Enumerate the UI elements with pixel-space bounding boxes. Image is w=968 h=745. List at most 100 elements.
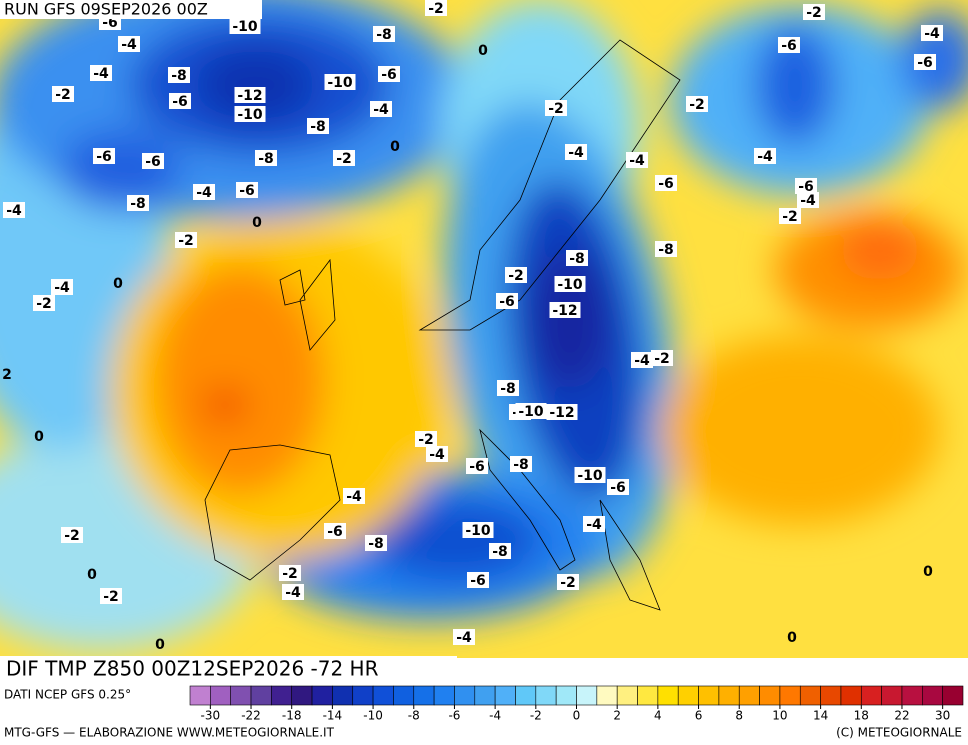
contour-label: -4 <box>6 203 22 219</box>
contour-label: -8 <box>569 251 585 267</box>
label-box <box>51 279 73 295</box>
contour-label: -4 <box>924 26 940 42</box>
contour-label: -2 <box>178 233 194 249</box>
colorbar-swatch <box>189 685 211 706</box>
colorbar-tick-label: 22 <box>894 709 909 723</box>
label-box <box>370 101 392 117</box>
label-box <box>466 458 488 474</box>
label-box <box>378 66 400 82</box>
contour-label: -4 <box>196 185 212 201</box>
label-box <box>324 523 346 539</box>
colorbar-tick-label: -18 <box>282 709 302 723</box>
colorbar-swatch <box>596 685 618 706</box>
colorbar-swatch <box>881 685 903 706</box>
colorbar-swatch <box>840 685 862 706</box>
contour-label: -6 <box>327 524 343 540</box>
label-box <box>565 144 587 160</box>
colorbar-swatch <box>860 685 882 706</box>
contour-label: -6 <box>610 480 626 496</box>
label-box <box>686 96 708 112</box>
contour-label: -12 <box>237 88 262 104</box>
label-box <box>193 184 215 200</box>
label-box <box>255 150 277 166</box>
contour-label: 0 <box>252 215 262 231</box>
contour-label: -6 <box>96 149 112 165</box>
coastlines <box>204 39 681 611</box>
colorbar-swatch <box>555 685 577 706</box>
label-box <box>754 148 776 164</box>
source-note: DATI NCEP GFS 0.25° <box>4 688 131 702</box>
colorbar-swatch <box>535 685 557 706</box>
contour-label: -6 <box>172 94 188 110</box>
contour-label: -4 <box>373 102 389 118</box>
contour-label: -6 <box>381 67 397 83</box>
colorbar-swatch <box>738 685 760 706</box>
label-box <box>365 535 387 551</box>
colorbar-swatch <box>352 685 374 706</box>
contour-label: -10 <box>232 19 258 35</box>
label-box <box>778 37 800 53</box>
colorbar-swatch <box>474 685 496 706</box>
header-box <box>0 0 262 19</box>
label-box <box>607 479 629 495</box>
contour-label: -2 <box>36 296 52 312</box>
label-box <box>545 100 567 116</box>
label-box <box>795 178 817 194</box>
colorbar-swatch <box>413 685 435 706</box>
label-box <box>425 0 447 16</box>
label-box <box>921 25 943 41</box>
credit: MTG-GFS — ELABORAZIONE WWW.METEOGIORNALE… <box>4 726 335 740</box>
colorbar-tick-label: -10 <box>363 709 383 723</box>
label-box <box>557 574 579 590</box>
colorbar-swatch <box>494 685 516 706</box>
colorbar-swatch <box>230 685 252 706</box>
label-box <box>333 150 355 166</box>
contour-label: -4 <box>429 447 445 463</box>
contour-label: -4 <box>285 585 301 601</box>
contour-label: 0 <box>155 637 165 653</box>
label-box <box>168 67 190 83</box>
contour-label: -6 <box>145 154 161 170</box>
colorbar-tick-label: 2 <box>613 709 621 723</box>
contour-label: -2 <box>782 209 798 225</box>
contour-label: -4 <box>568 145 584 161</box>
colorbar-swatch <box>637 685 659 706</box>
contour-label: -10 <box>327 75 353 91</box>
run-title: RUN GFS 09SEP2026 00Z <box>4 0 208 19</box>
contour-label: 0 <box>923 564 933 580</box>
contour-label: 0 <box>34 429 44 445</box>
colorbar-swatch <box>271 685 293 706</box>
colorbar-swatch <box>250 685 272 706</box>
label-box <box>415 431 437 447</box>
contour-label: -8 <box>513 457 529 473</box>
contour-label: -8 <box>130 196 146 212</box>
label-box <box>373 26 395 42</box>
contour-label: -4 <box>629 153 645 169</box>
label-box <box>510 456 532 472</box>
label-box <box>497 380 519 396</box>
contour-label: 0 <box>390 139 400 155</box>
colorbar-swatch <box>779 685 801 706</box>
field-title: DIF TMP Z850 00Z12SEP2026 -72 HR <box>6 657 379 681</box>
label-box <box>426 446 448 462</box>
colorbar-swatch <box>332 685 354 706</box>
label-box <box>343 488 365 504</box>
colorbar-tick-label: -2 <box>530 709 542 723</box>
label-box <box>626 152 648 168</box>
contour-label: -2 <box>508 268 524 284</box>
contour-label: -6 <box>470 573 486 589</box>
label-box <box>515 403 547 419</box>
contour-label: -2 <box>560 575 576 591</box>
contour-label: -2 <box>654 351 670 367</box>
colorbar-swatch <box>657 685 679 706</box>
colorbar-tick-label: 4 <box>654 709 662 723</box>
colorbar-tick-label: 6 <box>695 709 703 723</box>
contour-label: -2 <box>336 151 352 167</box>
label-box <box>52 86 74 102</box>
label-box <box>554 276 586 292</box>
colorbar-swatch <box>433 685 455 706</box>
contour-label: -12 <box>552 303 577 319</box>
contour-label: -8 <box>492 544 508 560</box>
label-box <box>100 588 122 604</box>
